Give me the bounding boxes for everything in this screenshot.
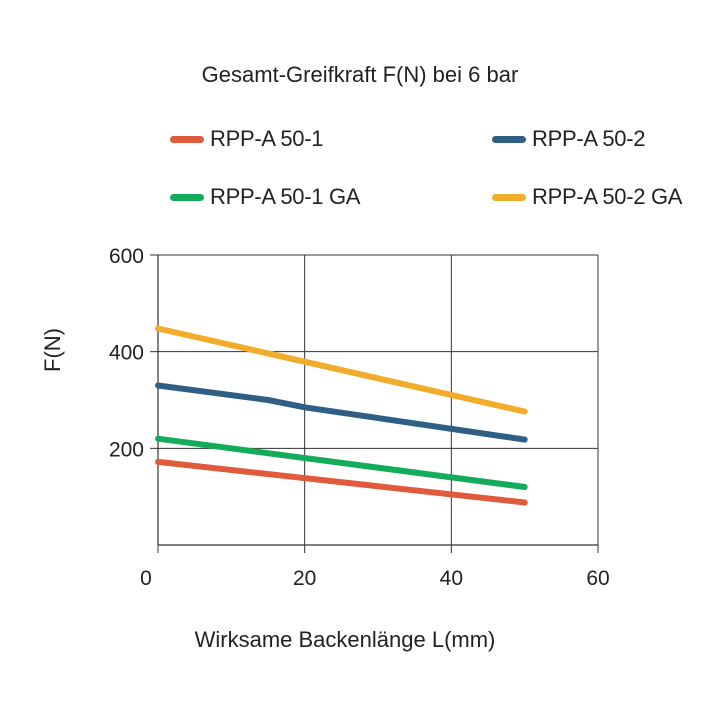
tick-labels: 0 20 40 60 200 400 600 (109, 245, 610, 590)
y-tick-label-600: 600 (109, 245, 144, 268)
series-line-rpp-a-50-1 (155, 458, 528, 506)
x-axis-label: Wirksame Backenlänge L(mm) (195, 627, 496, 652)
series-line-rpp-a-50-2-ga (155, 325, 528, 415)
y-axis-label: F(N) (40, 328, 65, 372)
legend-label-rpp-a-50-1-ga: RPP-A 50-1 GA (210, 184, 361, 209)
legend-item-rpp-a-50-2: RPP-A 50-2 (492, 124, 645, 154)
legend-item-rpp-a-50-1-ga: RPP-A 50-1 GA (170, 182, 360, 212)
legend-swatch-rpp-a-50-1 (170, 135, 204, 143)
y-tick-label-400: 400 (109, 342, 144, 365)
x-tick-label-20: 20 (293, 567, 316, 590)
axes (150, 254, 599, 553)
chart-title: Gesamt-Greifkraft F(N) bei 6 bar (201, 62, 519, 87)
legend-swatch-rpp-a-50-1-ga (170, 193, 204, 201)
legend-label-rpp-a-50-1: RPP-A 50-1 (210, 126, 324, 151)
x-tick-label-0: 0 (140, 567, 152, 590)
y-tick-label-200: 200 (109, 438, 144, 461)
legend-swatch-rpp-a-50-2 (492, 135, 526, 143)
legend-swatch-rpp-a-50-2-ga (492, 193, 526, 201)
legend-item-rpp-a-50-2-ga: RPP-A 50-2 GA (492, 182, 682, 212)
legend-label-rpp-a-50-2-ga: RPP-A 50-2 GA (532, 184, 683, 209)
series-lines (155, 325, 528, 506)
x-tick-label-40: 40 (440, 567, 463, 590)
x-tick-label-60: 60 (586, 567, 609, 590)
series-line-rpp-a-50-1-ga (155, 435, 528, 490)
legend-label-rpp-a-50-2: RPP-A 50-2 (532, 126, 646, 151)
grid (158, 254, 599, 545)
series-line-rpp-a-50-2 (155, 382, 528, 443)
legend-item-rpp-a-50-1: RPP-A 50-1 (170, 124, 323, 154)
